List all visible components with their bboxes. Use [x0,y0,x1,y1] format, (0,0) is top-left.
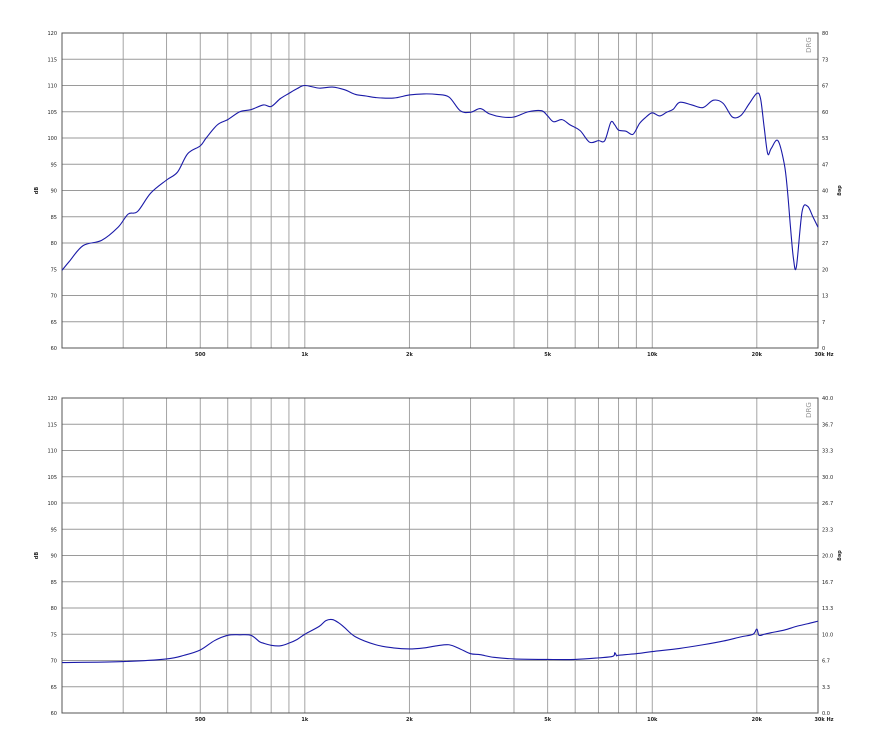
x-tick-label: 2k [406,717,413,723]
x-tick-label: 20k [752,717,763,723]
y2-tick-label: 10.0 [822,632,833,638]
y-tick-label: 95 [51,162,57,168]
y2-tick-label: 73 [822,57,828,63]
y2-tick-label: 0.0 [822,711,830,717]
y2-tick-label: 20 [822,267,828,273]
x-tick-label: 500 [195,352,206,358]
y2-tick-label: 20.0 [822,554,833,560]
y-axis-label: dB [34,552,40,560]
y-tick-label: 115 [47,422,57,428]
chart-2: 60 65 70 75 80 85 90 95 100 105 110 115 120 0.0 3.3 6.7… [34,396,842,723]
x-tick-label: 30k Hz [814,717,833,723]
x-tick-label: 10k [647,717,658,723]
y-tick-label: 105 [47,110,57,116]
x-tick-label: 5k [544,352,551,358]
y2-tick-label: 60 [822,110,828,116]
y-tick-label: 120 [47,31,57,37]
y-tick-label: 70 [51,294,57,300]
y2-tick-label: 30.0 [822,475,833,481]
series-line [61,618,819,664]
y-tick-label: 80 [51,606,57,612]
x-tick-label: 30k Hz [814,352,833,358]
y2-tick-label: 40 [822,189,828,195]
y-tick-label: 110 [47,449,57,455]
x-tick-label: 2k [406,352,413,358]
y2-tick-label: 0 [822,346,825,352]
y-tick-label: 65 [51,320,57,326]
y2-tick-label: 26.7 [822,501,833,507]
y2-tick-label: 36.7 [822,422,833,428]
watermark-text: DRG [805,402,813,418]
y-tick-label: 65 [51,685,57,691]
y-tick-label: 80 [51,241,57,247]
x-tick-label: 10k [647,352,658,358]
y-axis-label: dB [34,187,40,195]
plot-frame [61,32,819,349]
y-tick-label: 100 [47,501,57,507]
y2-tick-label: 67 [822,84,828,90]
y2-tick-label: 16.7 [822,580,833,586]
y-tick-label: 95 [51,527,57,533]
y-tick-label: 115 [47,57,57,63]
y2-tick-label: 7 [822,320,825,326]
y-tick-label: 85 [51,215,57,221]
y2-tick-label: 3.3 [822,685,830,691]
x-tick-label: 1k [301,352,308,358]
y-tick-label: 120 [47,396,57,402]
y-tick-label: 110 [47,84,57,90]
series-line [61,84,819,271]
y2-tick-label: 13.3 [822,606,833,612]
y-tick-label: 100 [47,136,57,142]
y-tick-label: 105 [47,475,57,481]
y2-tick-label: 40.0 [822,396,833,402]
x-tick-label: 20k [752,352,763,358]
x-tick-label: 500 [195,717,206,723]
chart-1: 60 65 70 75 80 85 90 95 100 105 110 115 120 0 7 13 20 27 3… [34,31,842,358]
y2-tick-label: 13 [822,294,828,300]
y-tick-label: 70 [51,659,57,665]
x-tick-label: 1k [301,717,308,723]
y2-tick-label: 53 [822,136,828,142]
y2-tick-label: 6.7 [822,659,830,665]
y2-axis-label: deg [836,550,842,561]
plot-frame [61,397,819,714]
y-tick-label: 75 [51,267,57,273]
y2-axis-label: deg [836,185,842,196]
y-tick-label: 60 [51,346,57,352]
y-tick-label: 75 [51,632,57,638]
watermark-text: DRG [805,37,813,53]
y2-tick-label: 80 [822,31,828,37]
y2-tick-label: 33 [822,215,828,221]
y-tick-label: 85 [51,580,57,586]
y2-tick-label: 33.3 [822,449,833,455]
y-tick-label: 90 [51,189,57,195]
y2-tick-label: 23.3 [822,527,833,533]
y2-tick-label: 47 [822,162,828,168]
y2-tick-label: 27 [822,241,828,247]
y-tick-label: 60 [51,711,57,717]
x-tick-label: 5k [544,717,551,723]
y-tick-label: 90 [51,554,57,560]
